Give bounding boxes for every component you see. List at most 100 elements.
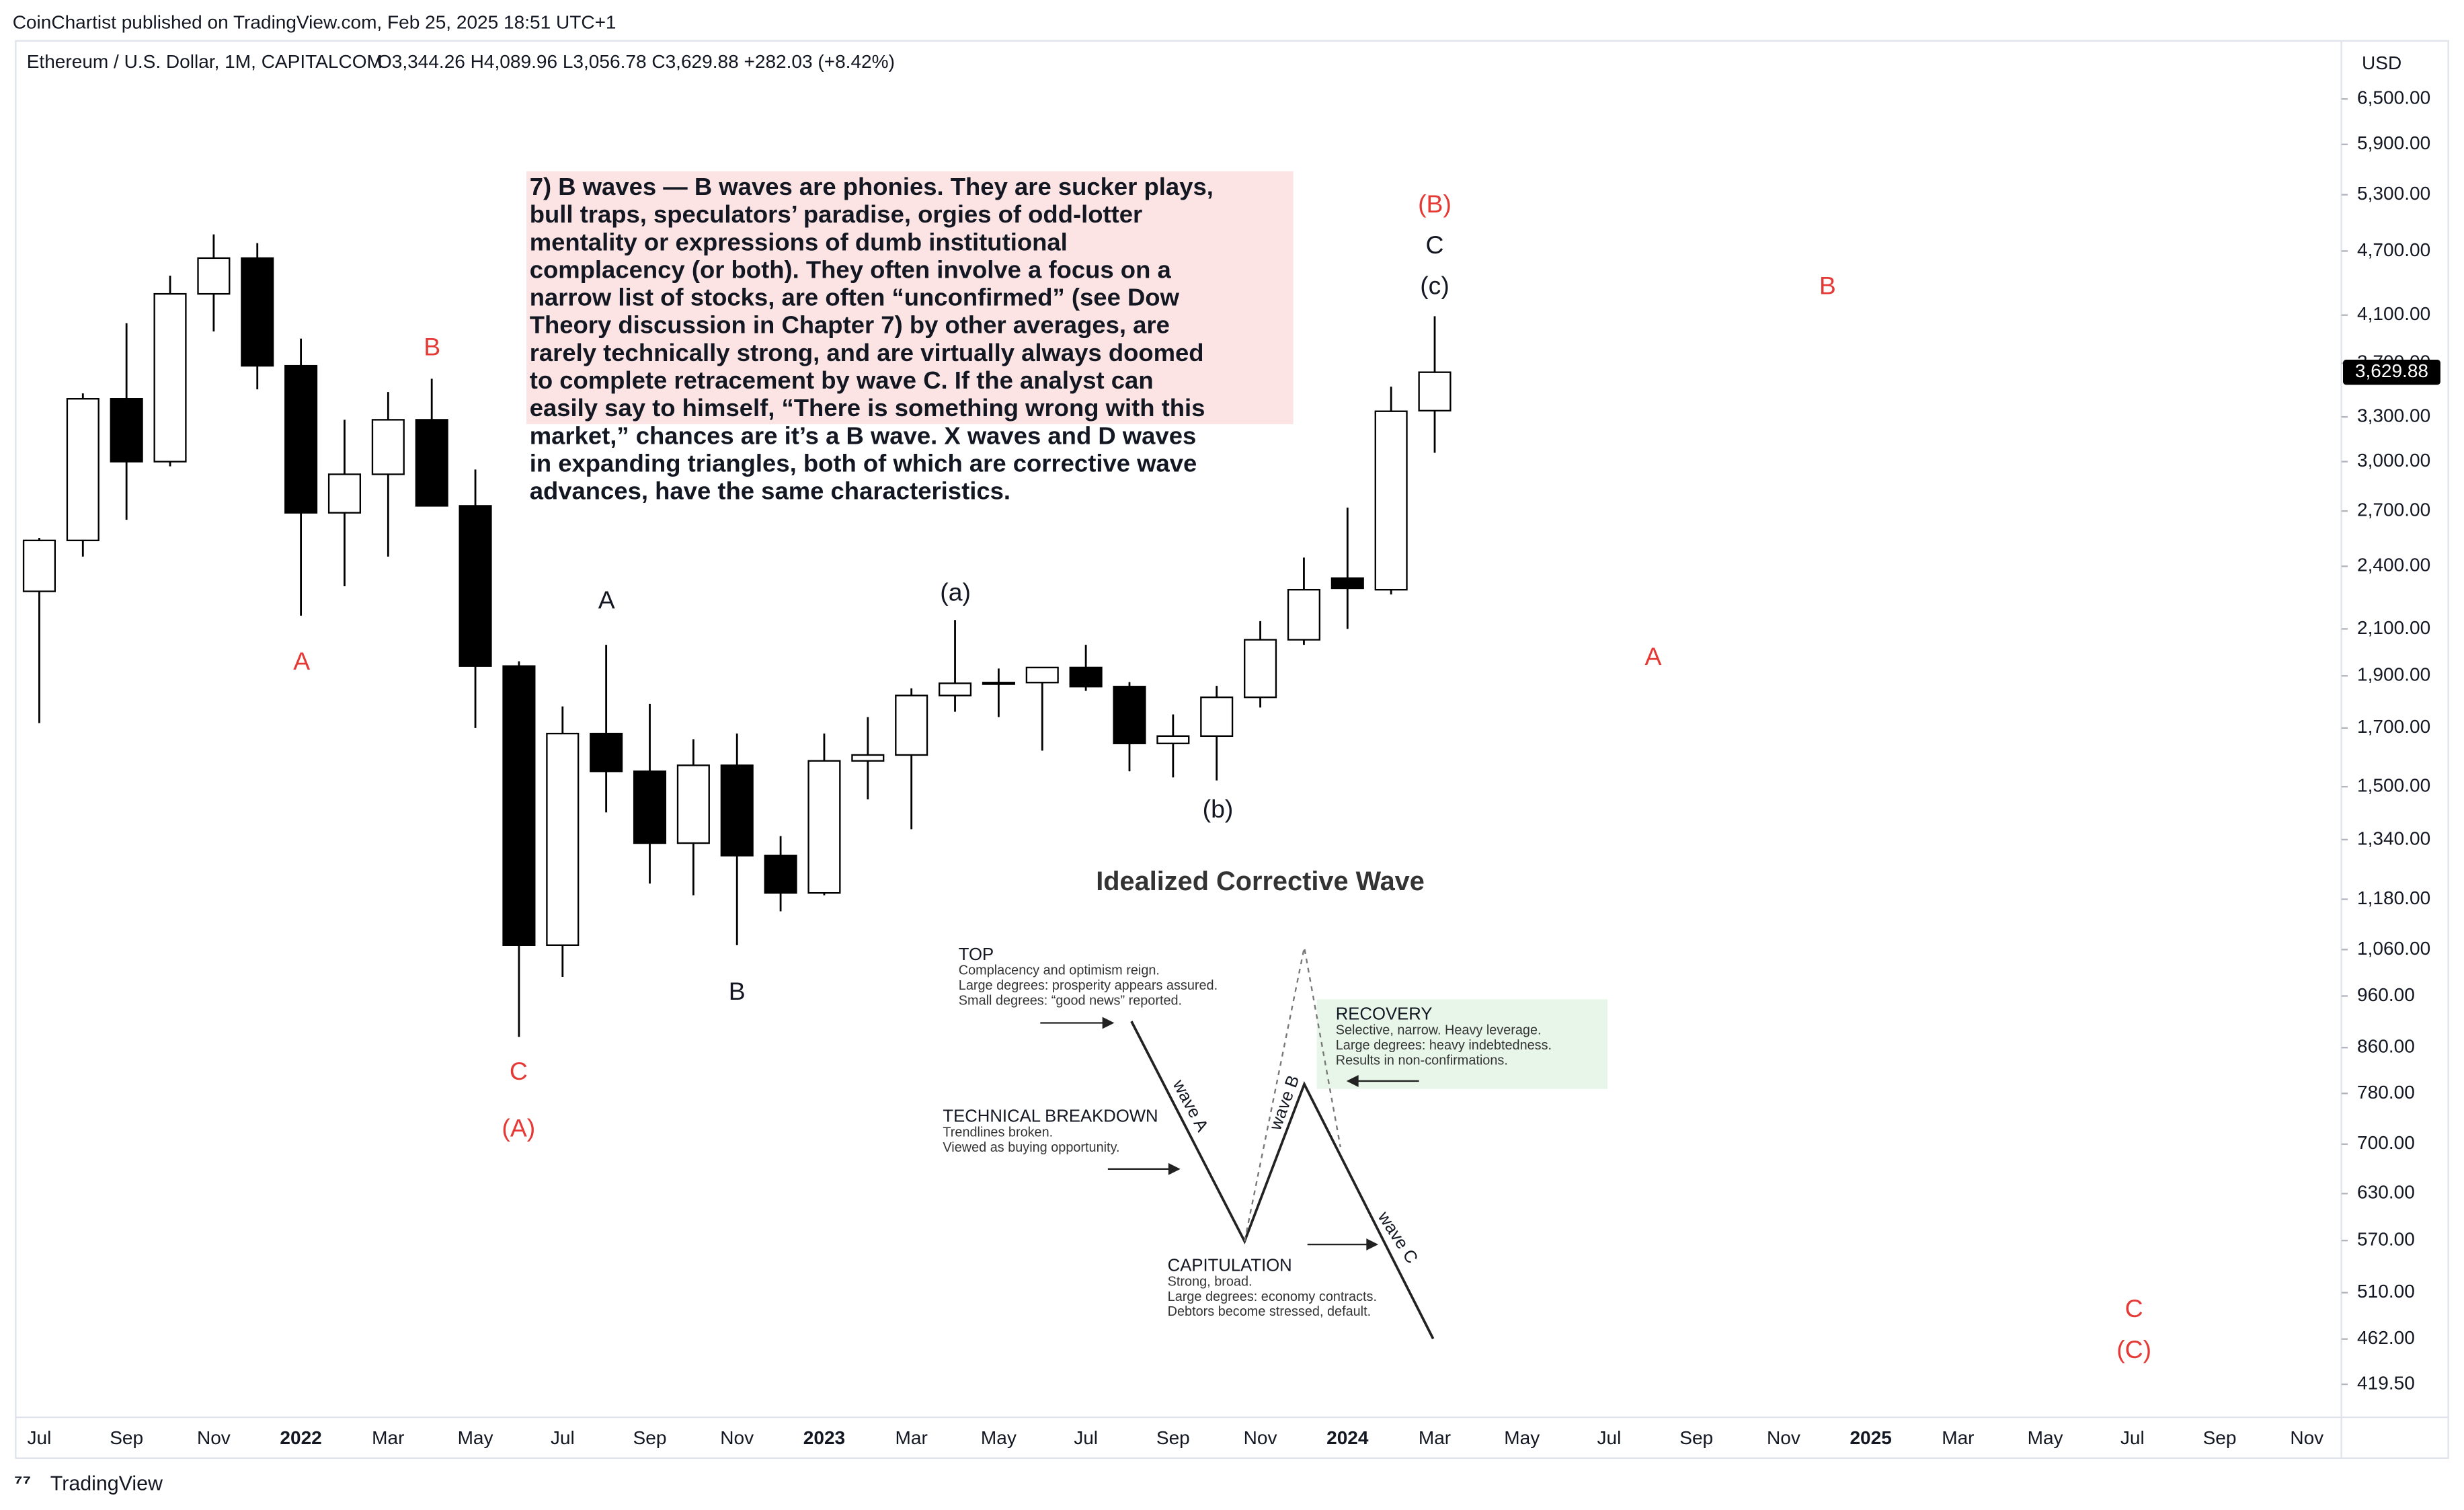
block-line: Large degrees: economy contracts. bbox=[1168, 1289, 1377, 1304]
y-tick-label: 6,500.00 bbox=[2357, 87, 2430, 108]
candle-down bbox=[764, 855, 797, 894]
y-tick-label: 3,000.00 bbox=[2357, 450, 2430, 471]
diagram-shapes bbox=[1040, 947, 1608, 1340]
y-tick-label: 1,500.00 bbox=[2357, 775, 2430, 796]
candle-up bbox=[66, 398, 100, 542]
arrow-head bbox=[1102, 1017, 1115, 1029]
x-tick-label: Mar bbox=[372, 1427, 404, 1448]
y-tick-label: 510.00 bbox=[2357, 1281, 2415, 1302]
x-tick-label: Mar bbox=[1419, 1427, 1451, 1448]
block-title: TECHNICAL BREAKDOWN bbox=[943, 1107, 1158, 1125]
candle-up bbox=[197, 257, 231, 295]
candle-down bbox=[284, 364, 318, 514]
wave-label: B bbox=[1819, 272, 1836, 300]
candle-up bbox=[895, 694, 928, 756]
y-tick-label: 1,700.00 bbox=[2357, 716, 2430, 737]
x-tick-label: May bbox=[1504, 1427, 1540, 1448]
chart-frame bbox=[15, 40, 2449, 1460]
diagram-title: Idealized Corrective Wave bbox=[1096, 867, 1425, 896]
candle-up bbox=[938, 682, 972, 697]
y-tick-label: 780.00 bbox=[2357, 1082, 2415, 1103]
arrow-head bbox=[1168, 1162, 1181, 1175]
note-line: bull traps, speculators’ paradise, orgie… bbox=[530, 200, 1143, 228]
wave-label: C bbox=[510, 1057, 528, 1085]
y-tick-label: 419.50 bbox=[2357, 1372, 2415, 1393]
note-line: easily say to himself, “There is somethi… bbox=[530, 394, 1205, 422]
wave-label: A bbox=[1644, 642, 1661, 670]
block-line: Debtors become stressed, default. bbox=[1168, 1304, 1371, 1319]
wave-label: C bbox=[1426, 231, 1444, 259]
note-line: 7) B waves — B waves are phonies. They a… bbox=[530, 173, 1214, 200]
block-title: CAPITULATION bbox=[1168, 1257, 1292, 1275]
candle-down bbox=[720, 764, 754, 857]
candle-down bbox=[459, 505, 492, 667]
y-tick-label: 5,900.00 bbox=[2357, 132, 2430, 153]
block-title: RECOVERY bbox=[1336, 1005, 1433, 1024]
y-tick-label: 4,700.00 bbox=[2357, 239, 2430, 260]
wave-label: (a) bbox=[940, 578, 971, 606]
wave-label: (C) bbox=[2116, 1335, 2151, 1363]
brand: TradingView bbox=[50, 1472, 163, 1495]
x-tick-label: Sep bbox=[633, 1427, 667, 1448]
block-line: Results in non-confirmations. bbox=[1336, 1053, 1508, 1068]
x-tick-label: Nov bbox=[1244, 1427, 1277, 1448]
x-tick-label: Nov bbox=[1767, 1427, 1800, 1448]
y-tick-label: 630.00 bbox=[2357, 1182, 2415, 1203]
y-tick-label: 2,400.00 bbox=[2357, 555, 2430, 575]
y-tick-label: 1,180.00 bbox=[2357, 887, 2430, 908]
y-tick-label: 2,100.00 bbox=[2357, 617, 2430, 638]
candle-up bbox=[1244, 639, 1277, 699]
x-tick-label: Jul bbox=[551, 1427, 575, 1448]
note-line: market,” chances are it’s a B wave. X wa… bbox=[530, 422, 1197, 449]
arrows bbox=[1040, 1017, 1419, 1250]
candle-up bbox=[1025, 666, 1059, 684]
wave-path bbox=[1130, 1021, 1435, 1340]
candle-down bbox=[241, 257, 274, 367]
candle-up bbox=[807, 760, 841, 894]
y-tick-label: 570.00 bbox=[2357, 1229, 2415, 1250]
x-tick-label: 2023 bbox=[803, 1427, 845, 1448]
recovery-box bbox=[1316, 999, 1608, 1089]
note-line: in expanding triangles, both of which ar… bbox=[530, 449, 1197, 477]
candle-up bbox=[1200, 697, 1234, 738]
candle-up bbox=[371, 419, 405, 475]
candle-up bbox=[153, 292, 187, 463]
wave-label: B bbox=[729, 977, 746, 1005]
x-tick-label: Mar bbox=[1942, 1427, 1974, 1448]
logo-mark: ⁷⁷ bbox=[14, 1470, 31, 1493]
y-tick-label: 3,300.00 bbox=[2357, 405, 2430, 426]
candle-down bbox=[633, 770, 667, 844]
y-tick-label: 1,060.00 bbox=[2357, 938, 2430, 959]
candle-down bbox=[415, 419, 448, 507]
x-tick-label: Jul bbox=[2120, 1427, 2145, 1448]
arrow-head bbox=[1366, 1238, 1379, 1250]
candle-up bbox=[1156, 735, 1190, 744]
wave-label: B bbox=[424, 333, 440, 361]
footer-logo: ⁷⁷ TradingView bbox=[14, 1470, 163, 1495]
note-line: mentality or expressions of dumb institu… bbox=[530, 228, 1068, 255]
candle-up bbox=[327, 473, 362, 514]
x-tick-label: Sep bbox=[1156, 1427, 1190, 1448]
block-line: Selective, narrow. Heavy leverage. bbox=[1336, 1023, 1542, 1037]
y-tick-label: 860.00 bbox=[2357, 1036, 2415, 1057]
wave-label: C bbox=[2125, 1294, 2143, 1322]
x-tick-label: Sep bbox=[110, 1427, 143, 1448]
block-line: Large degrees: prosperity appears assure… bbox=[959, 978, 1218, 993]
currency: USD bbox=[2362, 52, 2401, 73]
wave-dashed bbox=[1244, 947, 1341, 1242]
wave-label: A bbox=[598, 586, 615, 614]
note-line: to complete retracement by wave C. If th… bbox=[530, 366, 1154, 394]
y-tick-label: 960.00 bbox=[2357, 984, 2415, 1005]
block-line: Viewed as buying opportunity. bbox=[943, 1140, 1119, 1155]
block-line: Small degrees: “good news” reported. bbox=[959, 993, 1182, 1008]
y-tick-label: 1,340.00 bbox=[2357, 828, 2430, 848]
note-line: advances, have the same characteristics. bbox=[530, 477, 1010, 505]
candle-down bbox=[1330, 577, 1364, 590]
x-tick-label: 2025 bbox=[1850, 1427, 1891, 1448]
candle-up bbox=[22, 539, 56, 592]
y-tick-label: 5,300.00 bbox=[2357, 183, 2430, 204]
y-tick-label: 4,100.00 bbox=[2357, 303, 2430, 324]
